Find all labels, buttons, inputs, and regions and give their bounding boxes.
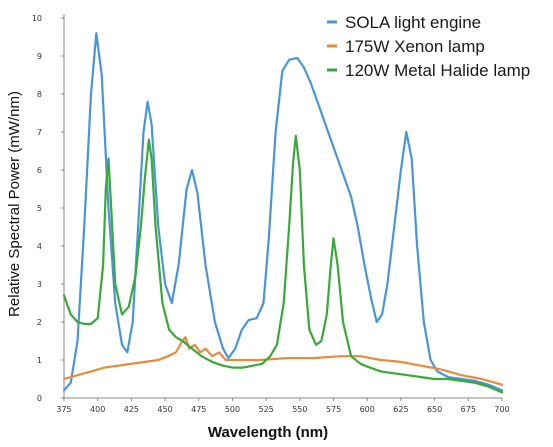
- y-tick-label: 1: [37, 356, 42, 365]
- y-axis-label: Relative Spectral Power (mW/nm): [6, 91, 23, 317]
- x-tick-label: 675: [461, 405, 476, 414]
- x-tick-label: 475: [191, 405, 206, 414]
- x-tick-label: 600: [360, 405, 375, 414]
- x-tick-label: 650: [427, 405, 442, 414]
- legend-label-1: SOLA light engine: [345, 13, 481, 32]
- legend-label-2: 175W Xenon lamp: [345, 37, 485, 56]
- y-tick-label: 6: [37, 166, 42, 175]
- y-tick-label: 3: [37, 280, 42, 289]
- y-tick-label: 9: [37, 52, 42, 61]
- x-tick-label: 700: [494, 405, 509, 414]
- chart-legend: SOLA light engine 175W Xenon lamp 120W Met…: [327, 13, 530, 80]
- y-tick-label: 0: [37, 394, 42, 403]
- series-line-3: [62, 134, 504, 394]
- x-axis-ticks: 375 400 425 450 475 500 525 550 575 600 625 650 675 7…: [56, 398, 510, 414]
- x-tick-label: 525: [259, 405, 274, 414]
- x-tick-label: 550: [292, 405, 307, 414]
- series-line-2: [62, 336, 504, 386]
- y-tick-label: 10: [32, 14, 42, 23]
- x-axis-label: Wavelength (nm): [208, 424, 328, 441]
- y-tick-label: 8: [37, 90, 42, 99]
- x-tick-label: 500: [225, 405, 240, 414]
- x-tick-label: 575: [326, 405, 341, 414]
- y-tick-label: 2: [37, 318, 42, 327]
- x-tick-label: 625: [393, 405, 408, 414]
- x-tick-label: 425: [124, 405, 139, 414]
- x-tick-label: 375: [56, 405, 71, 414]
- chart-series: [62, 32, 504, 394]
- y-tick-label: 5: [37, 204, 42, 213]
- y-tick-label: 4: [37, 242, 42, 251]
- chart-axes: [63, 14, 502, 399]
- series-line-1: [62, 32, 504, 392]
- y-axis-ticks: 0 1 2 3 4 5 6 7 8 9 10: [32, 14, 64, 403]
- x-tick-label: 400: [90, 405, 105, 414]
- y-tick-label: 7: [37, 128, 42, 137]
- legend-label-3: 120W Metal Halide lamp: [345, 61, 530, 80]
- x-tick-label: 450: [157, 405, 172, 414]
